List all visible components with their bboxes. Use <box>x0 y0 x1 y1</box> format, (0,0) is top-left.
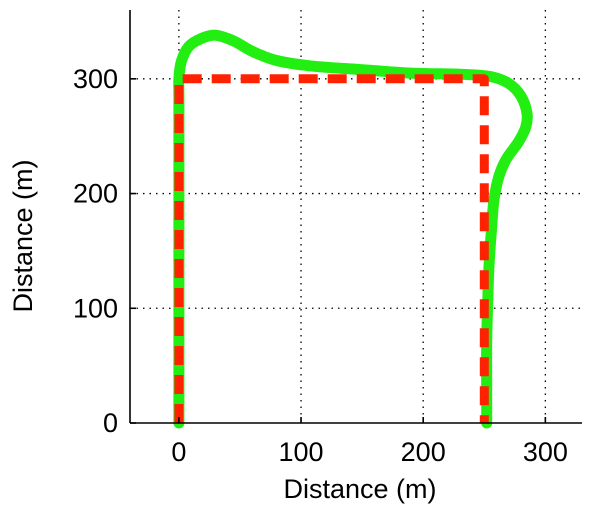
x-tick-label: 200 <box>401 437 446 467</box>
y-tick-label: 200 <box>73 179 118 209</box>
y-tick-label: 0 <box>103 408 118 438</box>
series-line-dashed <box>174 74 489 423</box>
axes <box>129 10 582 424</box>
series-layer <box>173 29 533 429</box>
y-tick-label: 300 <box>73 64 118 94</box>
y-axis-label: Distance (m) <box>8 159 38 312</box>
y-tick-label: 100 <box>73 293 118 323</box>
x-tick-label: 0 <box>171 437 186 467</box>
x-tick-label: 100 <box>278 437 323 467</box>
x-tick-label: 300 <box>523 437 568 467</box>
tick-labels: 0 100 200 300 0 100 200 300 <box>73 64 568 467</box>
series-line-solid <box>173 29 533 429</box>
x-axis-label: Distance (m) <box>283 474 436 504</box>
